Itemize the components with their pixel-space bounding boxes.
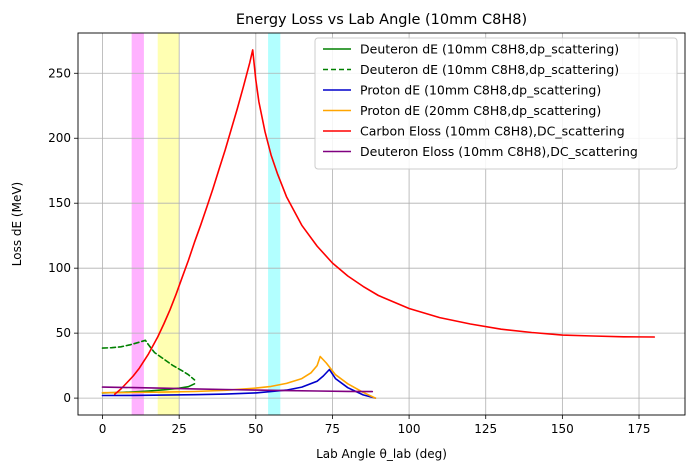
- x-tick-label: 100: [398, 422, 421, 436]
- y-tick-label: 0: [63, 391, 71, 405]
- y-tick-label: 150: [48, 196, 71, 210]
- x-tick-label: 25: [172, 422, 187, 436]
- highlight-band-3: [268, 33, 281, 415]
- legend: Deuteron dE (10mm C8H8,dp_scattering) Deu…: [314, 37, 678, 170]
- y-tick-label: 250: [48, 66, 71, 80]
- x-tick-label: 75: [325, 422, 340, 436]
- legend-label-5: Carbon Eloss (10mm C8H8),DC_scattering: [360, 124, 625, 139]
- y-axis-label: Loss dE (MeV): [10, 182, 24, 266]
- y-tick-label: 50: [56, 326, 71, 340]
- x-tick-label: 175: [628, 422, 651, 436]
- legend-label-1: Deuteron dE (10mm C8H8,dp_scattering): [360, 42, 619, 57]
- x-tick-label: 50: [248, 422, 263, 436]
- legend-label-4: Proton dE (20mm C8H8,dp_scattering): [360, 103, 601, 118]
- series-line-2: [101, 339, 196, 381]
- highlight-band-1: [131, 33, 144, 415]
- highlight-band-2: [157, 33, 180, 415]
- legend-label-6: Deuteron Eloss (10mm C8H8),DC_scattering: [360, 144, 638, 159]
- series-line-5: [114, 49, 656, 395]
- series-line-6: [101, 386, 374, 393]
- series-line-3: [101, 368, 377, 399]
- x-tick-label: 125: [474, 422, 497, 436]
- series-line-4: [101, 355, 377, 399]
- y-tick-label: 100: [48, 261, 71, 275]
- legend-box: [314, 37, 678, 170]
- y-tick-label: 200: [48, 131, 71, 145]
- x-axis-label: Lab Angle θ_lab (deg): [316, 447, 447, 461]
- chart-title: Energy Loss vs Lab Angle (10mm C8H8): [236, 12, 527, 28]
- plot-area-frame: [77, 32, 686, 416]
- x-tick-label: 150: [551, 422, 574, 436]
- legend-label-2: Deuteron dE (10mm C8H8,dp_scattering): [360, 62, 619, 77]
- legend-label-3: Proton dE (10mm C8H8,dp_scattering): [360, 83, 601, 98]
- x-tick-label: 0: [99, 422, 107, 436]
